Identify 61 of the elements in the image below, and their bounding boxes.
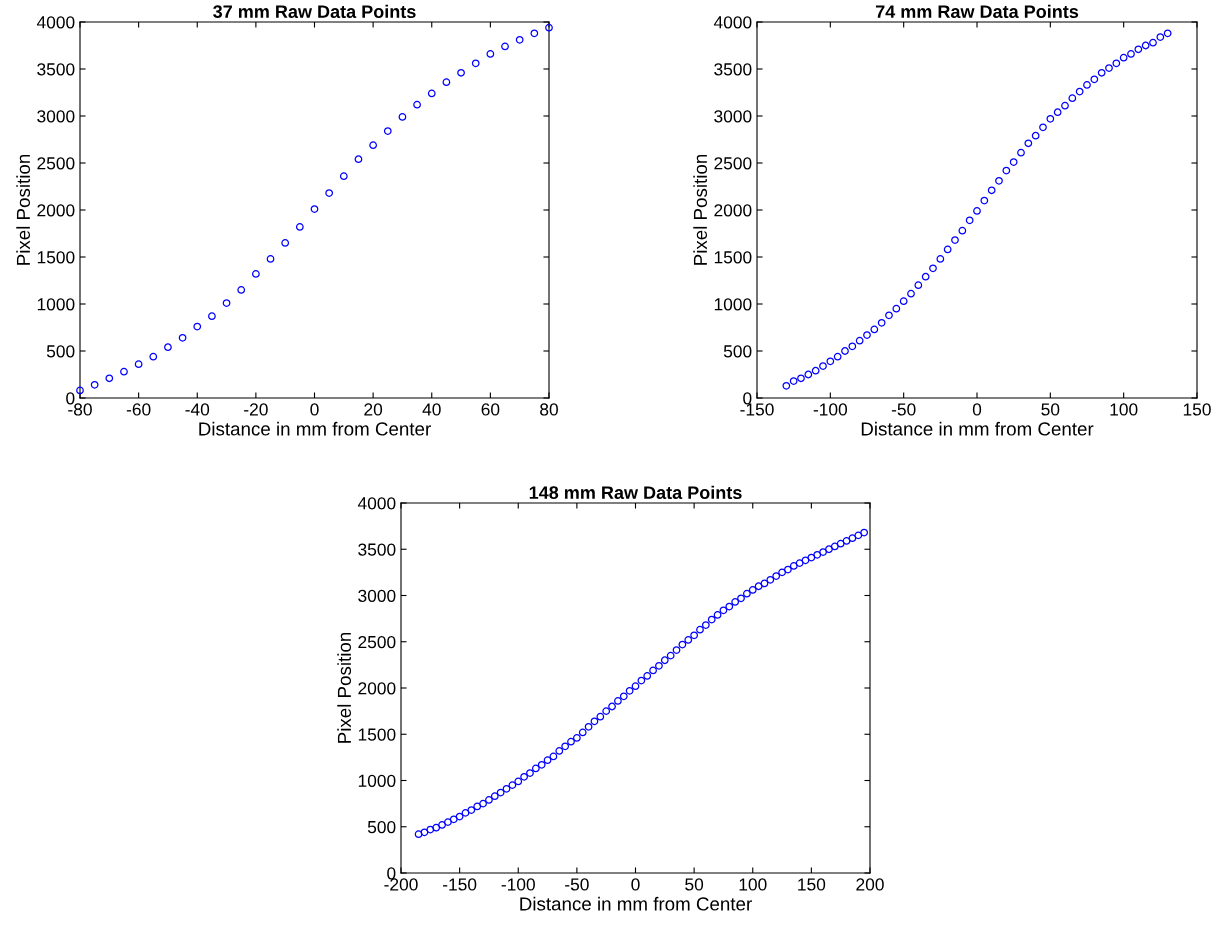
x-tick-label: 20	[364, 403, 383, 416]
x-tick-label: 0	[631, 878, 640, 891]
y-tick-label: 3500	[714, 63, 752, 76]
x-tick-label: 50	[685, 878, 704, 891]
x-tick-label: 200	[856, 878, 884, 891]
y-tick-label: 1000	[37, 298, 75, 311]
x-tick-label: 50	[1041, 403, 1060, 416]
y-tick-label: 1500	[714, 251, 752, 264]
chart-title: 37 mm Raw Data Points	[213, 4, 416, 19]
x-tick-label: -60	[126, 403, 151, 416]
y-tick-label: 0	[66, 392, 75, 405]
x-tick-label: -50	[565, 878, 589, 891]
y-tick-label: 4000	[357, 497, 396, 510]
x-tick-label: 40	[422, 403, 441, 416]
y-tick-label: 4000	[36, 16, 75, 29]
y-tick-label: 500	[46, 345, 75, 358]
y-tick-label: 500	[367, 820, 396, 834]
y-tick-label: 0	[743, 392, 752, 405]
x-tick-label: 80	[540, 403, 558, 416]
y-tick-label: 2500	[37, 157, 75, 170]
x-axis-title: Distance in mm from Center	[199, 421, 431, 436]
y-tick-label: 1000	[714, 298, 752, 311]
x-tick-label: 0	[972, 403, 982, 416]
x-axis-title: Distance in mm from Center	[520, 896, 752, 911]
x-tick-label: 100	[1110, 403, 1138, 416]
y-tick-label: 2000	[714, 204, 752, 217]
x-tick-label: -100	[813, 403, 848, 416]
y-tick-label: 4000	[713, 16, 752, 29]
x-tick-label: -50	[891, 403, 916, 416]
x-tick-label: -80	[68, 403, 92, 416]
y-tick-label: 3000	[714, 110, 752, 123]
x-tick-label: 150	[1183, 403, 1211, 416]
y-axis-title: Pixel Position	[693, 154, 708, 265]
x-tick-label: 60	[481, 403, 500, 416]
y-tick-label: 2500	[714, 157, 752, 170]
x-tick-label: 100	[739, 878, 767, 891]
y-axis-title: Pixel Position	[337, 632, 352, 743]
chart-title: 148 mm Raw Data Points	[529, 485, 742, 500]
x-tick-label: 150	[798, 878, 826, 891]
y-tick-label: 3000	[37, 110, 75, 123]
y-tick-label: 1500	[358, 728, 396, 741]
x-axis-title: Distance in mm from Center	[861, 421, 1094, 436]
x-tick-label: -100	[501, 878, 535, 891]
y-tick-label: 500	[723, 345, 752, 358]
y-tick-label: 0	[387, 867, 396, 880]
y-tick-label: 1500	[37, 251, 75, 264]
y-tick-label: 1000	[358, 774, 396, 787]
y-axis-title: Pixel Position	[16, 154, 31, 265]
y-tick-label: 2000	[358, 682, 396, 695]
y-tick-label: 3000	[358, 589, 396, 602]
x-tick-label: -150	[443, 878, 477, 891]
x-tick-label: -20	[244, 403, 268, 416]
x-tick-label: -150	[740, 403, 774, 416]
x-tick-label: 0	[310, 403, 319, 416]
chart-title: 74 mm Raw Data Points	[875, 4, 1079, 19]
y-tick-label: 2000	[37, 204, 75, 217]
y-tick-label: 3500	[37, 63, 75, 76]
x-tick-label: -200	[384, 878, 418, 891]
y-tick-label: 2500	[358, 635, 396, 649]
x-tick-label: -40	[185, 403, 210, 416]
y-tick-label: 3500	[358, 543, 396, 556]
